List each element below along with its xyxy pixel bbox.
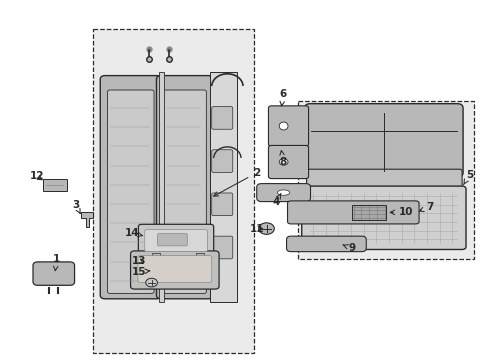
Text: 10: 10 [389, 207, 412, 217]
Ellipse shape [277, 190, 289, 195]
FancyBboxPatch shape [43, 179, 67, 191]
FancyBboxPatch shape [211, 107, 232, 129]
FancyBboxPatch shape [144, 230, 207, 252]
Ellipse shape [279, 159, 287, 165]
FancyBboxPatch shape [100, 76, 161, 299]
FancyBboxPatch shape [301, 186, 465, 249]
FancyBboxPatch shape [304, 104, 462, 177]
FancyBboxPatch shape [33, 262, 75, 285]
FancyBboxPatch shape [211, 150, 232, 172]
Text: 8: 8 [279, 150, 286, 167]
Circle shape [145, 278, 157, 287]
Text: 14: 14 [124, 228, 142, 238]
FancyBboxPatch shape [163, 90, 206, 293]
FancyBboxPatch shape [287, 201, 418, 224]
Text: 12: 12 [29, 171, 44, 181]
Bar [151, 253, 160, 257]
Text: 15: 15 [132, 267, 149, 277]
FancyBboxPatch shape [286, 236, 366, 252]
Text: 2: 2 [213, 168, 260, 196]
Polygon shape [81, 212, 93, 227]
FancyBboxPatch shape [107, 90, 154, 293]
Text: 3: 3 [72, 200, 80, 213]
FancyBboxPatch shape [306, 169, 461, 191]
FancyBboxPatch shape [211, 193, 232, 216]
Bar [93, 29, 254, 353]
FancyBboxPatch shape [268, 145, 308, 179]
Bar [159, 72, 163, 302]
FancyBboxPatch shape [256, 184, 310, 202]
Circle shape [258, 223, 274, 234]
Text: 9: 9 [342, 243, 355, 253]
Bar [195, 253, 204, 257]
FancyBboxPatch shape [211, 236, 232, 259]
FancyBboxPatch shape [130, 251, 219, 289]
FancyBboxPatch shape [157, 234, 187, 246]
Text: 6: 6 [279, 89, 286, 106]
Bar [351, 205, 386, 220]
Bar [298, 101, 473, 259]
Text: 1: 1 [53, 254, 60, 271]
FancyBboxPatch shape [138, 256, 211, 283]
FancyBboxPatch shape [268, 106, 308, 146]
FancyBboxPatch shape [138, 224, 213, 256]
Text: 4: 4 [272, 194, 280, 207]
Text: 11: 11 [249, 224, 264, 234]
Bar [210, 72, 237, 302]
Text: 13: 13 [132, 256, 146, 266]
Text: 5: 5 [463, 170, 472, 185]
Text: 7: 7 [419, 202, 433, 212]
Ellipse shape [279, 122, 287, 130]
FancyBboxPatch shape [156, 76, 212, 299]
